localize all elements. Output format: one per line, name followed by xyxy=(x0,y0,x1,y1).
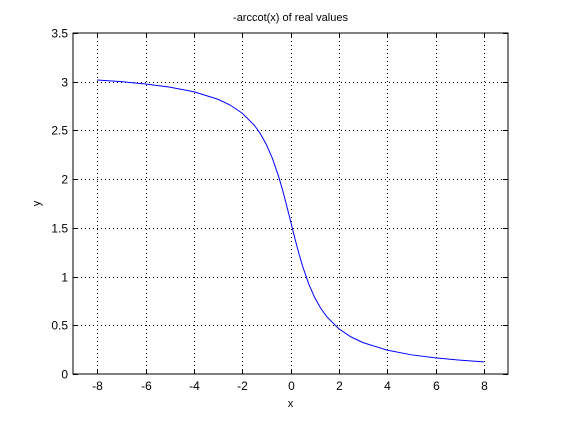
y-tick-label: 0 xyxy=(61,368,68,382)
y-tick-label: 2 xyxy=(61,173,68,187)
y-tick-label: 0.5 xyxy=(51,319,68,333)
chart-title: -arccot(x) of real values xyxy=(233,12,348,24)
x-tick-label: 2 xyxy=(336,379,343,393)
y-tick-label: 1.5 xyxy=(51,222,68,236)
x-tick-label: -8 xyxy=(92,379,103,393)
x-axis-label: x xyxy=(288,398,294,410)
x-tick-label: 4 xyxy=(384,379,391,393)
y-tick-label: 2.5 xyxy=(51,124,68,138)
y-tick-label: 3 xyxy=(61,76,68,90)
x-tick-label: 8 xyxy=(481,379,488,393)
ticks xyxy=(73,33,508,375)
x-tick-label: -6 xyxy=(141,379,152,393)
tick-labels: -8 -6 -4 -2 0 2 4 6 8 0 0.5 1 1.5 2 2.5 3 3.5 xyxy=(51,27,488,394)
x-tick-label: -2 xyxy=(237,379,248,393)
y-tick-label: 1 xyxy=(61,271,68,285)
y-axis-label: y xyxy=(31,200,43,206)
x-tick-label: 0 xyxy=(288,379,295,393)
axes-box xyxy=(72,32,509,375)
series-line xyxy=(97,79,484,363)
grid xyxy=(73,33,508,374)
y-tick-label: 3.5 xyxy=(51,27,68,41)
x-tick-label: 6 xyxy=(433,379,440,393)
x-tick-label: -4 xyxy=(189,379,200,393)
plot-area xyxy=(73,33,508,374)
